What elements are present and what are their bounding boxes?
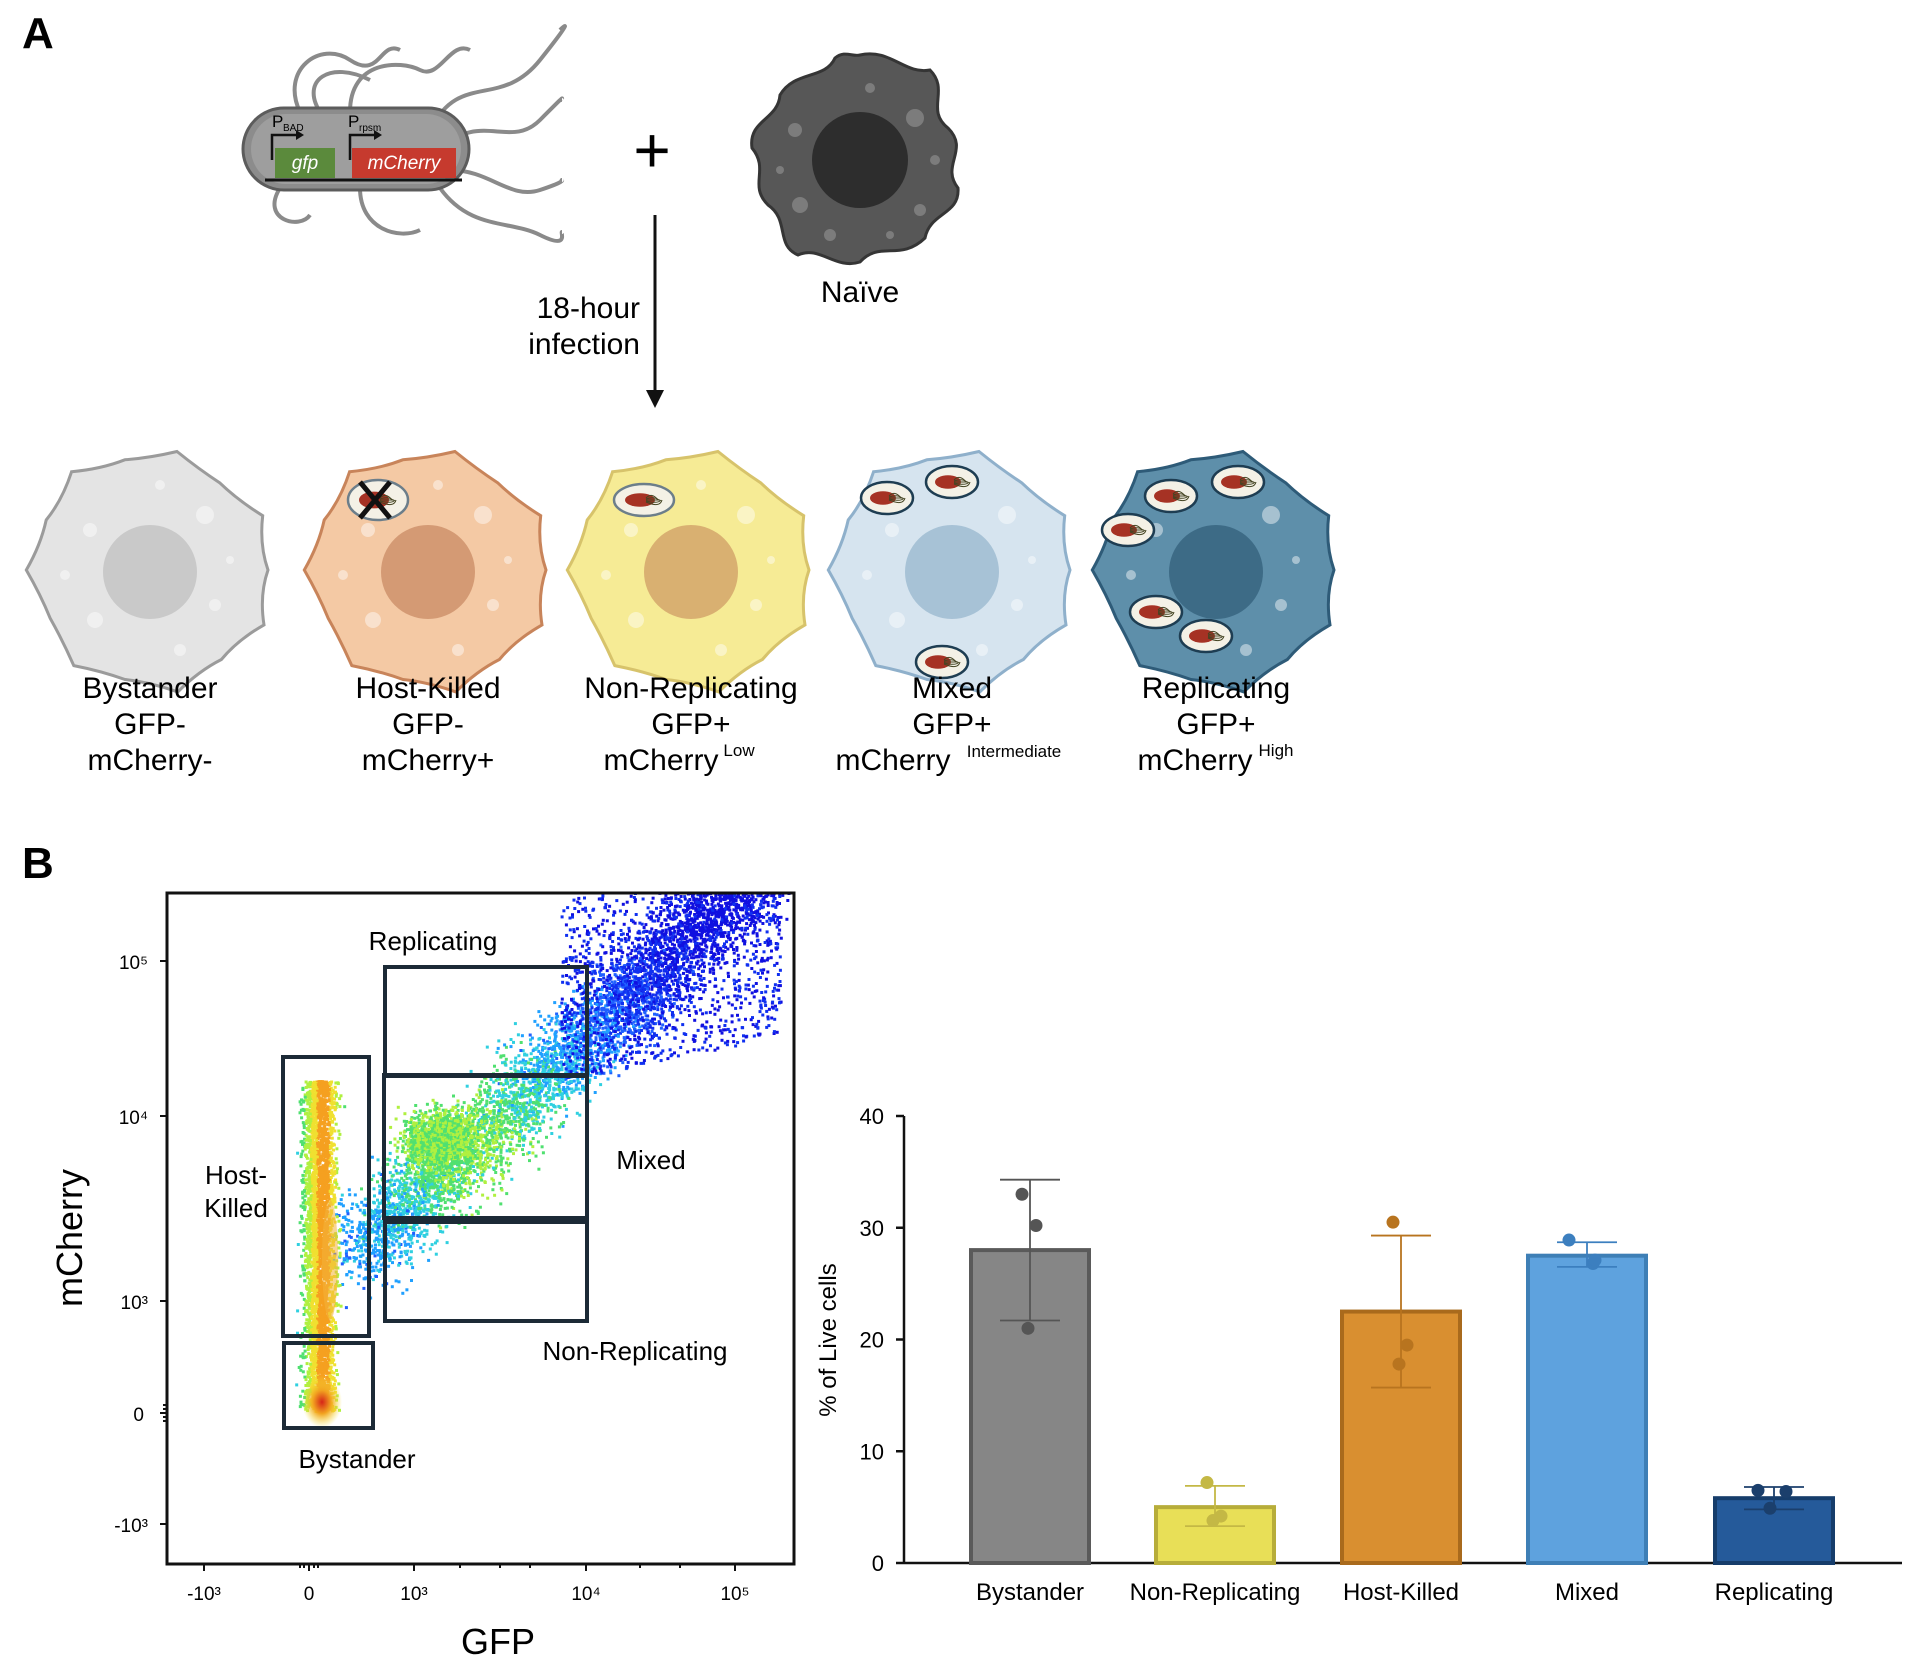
flow-x-axis-title: GFP [461,1621,535,1662]
flow-xtick-1e5: 10⁵ [720,1584,749,1605]
bar-category-label-mixed: Mixed [1555,1579,1619,1606]
flow-gates [281,965,589,1430]
datapoint-mixed [1562,1233,1576,1247]
infection-arrowhead [646,390,664,408]
flow-ytick-1e3: 10³ [121,1293,148,1314]
datapoint-replicating [1779,1484,1793,1498]
datapoint-host-killed [1400,1338,1414,1352]
bar-ytick-label: 10 [860,1439,884,1464]
naive-macrophage-icon [750,52,960,266]
bar-y-ticks: 0 10 20 30 40 [860,1104,904,1576]
mcherry-gene-label: mCherry [368,153,442,174]
datapoint-replicating [1751,1483,1765,1497]
datapoint-replicating [1763,1501,1777,1515]
gate-label-host-killed-line2: Killed [204,1193,268,1223]
bar-ytick-label: 30 [860,1216,884,1241]
gate-bystander [282,1341,375,1430]
flow-xtick-1e4: 10⁴ [571,1584,600,1605]
flow-cytometry-plot: Replicating Host- Killed Mixed Non-Repli… [49,891,796,1662]
mcherry-gene-box [352,148,456,178]
cell-label-mixed-sup: Intermediate [967,742,1062,761]
flow-xtick-neg1e3: -10³ [187,1584,221,1605]
gate-mixed [382,1073,589,1220]
gfp-gene-box [275,148,335,178]
bar-mixed [1526,1253,1648,1565]
cell-icon-mixed [826,449,1072,694]
gate-label-bystander: Bystander [298,1444,415,1474]
panel-a-label: A [22,9,54,58]
datapoint-bystander [1015,1187,1029,1201]
cell-label-mixed-name: Mixed [912,672,992,705]
gate-host-killed [281,1055,371,1338]
cell-label-replicating-sup: High [1259,741,1294,760]
bar-y-axis-title: % of Live cells [815,1263,842,1416]
bar-category-label-host-killed: Host-Killed [1343,1579,1459,1606]
cell-label-hostkilled-mcherry: mCherry+ [362,744,495,777]
flow-y-axis-ticks [160,960,167,1525]
flow-ytick-neg1e3: -10³ [114,1516,148,1537]
cell-label-hostkilled-gfp: GFP- [392,708,464,741]
cell-label-bystander-gfp: GFP- [114,708,186,741]
bar-ytick-label: 20 [860,1328,884,1353]
cell-icon-replicating [1090,449,1336,694]
promoter-rpsm-label: P [348,112,359,131]
datapoint-bystander [1029,1219,1043,1233]
bar-category-label-bystander: Bystander [976,1579,1084,1606]
flow-density-dots [295,893,791,1428]
plus-sign: + [633,114,670,186]
cell-label-replicating-name: Replicating [1142,672,1290,705]
flow-y-axis-title: mCherry [49,1169,90,1307]
arrow-label-line1: 18-hour [537,292,640,325]
gate-non-replicating [383,1220,589,1323]
promoter-rpsm-subscript: rpsm [359,123,381,134]
datapoint-mixed [1588,1253,1602,1267]
cell-label-nonreplicating-name: Non-Replicating [584,672,797,705]
gate-label-mixed: Mixed [616,1145,685,1175]
bar-ytick-label: 0 [872,1551,884,1576]
datapoint-bystander [1021,1321,1035,1335]
datapoint-host-killed [1392,1357,1406,1371]
cell-icon-non-replicating [565,449,811,694]
cell-label-nonreplicating-mcherry: mCherry [603,744,718,777]
cell-label-nonreplicating-gfp: GFP+ [651,708,730,741]
cell-label-mixed-mcherry: mCherry [835,744,950,777]
cell-label-replicating-gfp: GFP+ [1176,708,1255,741]
gfp-gene-label: gfp [292,153,318,174]
gate-label-replicating: Replicating [369,926,498,956]
flow-ytick-1e5: 10⁵ [119,953,148,974]
cell-label-bystander-mcherry: mCherry- [88,744,213,777]
flow-xtick-0: 0 [304,1584,315,1605]
flow-plot-frame [165,891,796,1566]
panel-b-label: B [22,839,54,888]
flow-ytick-0: 0 [133,1405,144,1426]
cell-label-replicating-mcherry: mCherry [1137,744,1252,777]
gate-label-non-replicating: Non-Replicating [543,1336,728,1366]
bar-chart: 0 10 20 30 40 Bystander Non-Replicating Host-K… [815,1104,1902,1606]
flow-x-axis-ticks [203,1564,736,1571]
promoter-bad-label: P [272,112,283,131]
datapoint-non-replicating [1206,1514,1220,1528]
cell-icon-host-killed [302,449,548,694]
datapoint-non-replicating [1200,1476,1214,1490]
cell-label-nonreplicating-sup: Low [723,741,755,760]
cell-phenotypes [24,449,1336,694]
bar-marks: Bystander Non-Replicating Host-Killed Mixed… [969,1178,1835,1606]
cell-label-bystander-name: Bystander [82,672,217,705]
bar-category-label-replicating: Replicating [1715,1579,1834,1606]
cell-label-hostkilled-name: Host-Killed [355,672,500,705]
cell-label-mixed-gfp: GFP+ [912,708,991,741]
flow-ytick-1e4: 10⁴ [119,1108,148,1129]
promoter-bad-subscript: BAD [283,123,304,134]
bar-category-label-non-replicating: Non-Replicating [1130,1579,1301,1606]
bar-ytick-label: 40 [860,1104,884,1129]
cell-labels: Bystander GFP- mCherry- Host-Killed GFP-… [82,672,1293,777]
arrow-label-line2: infection [528,328,640,361]
flow-xtick-1e3: 10³ [400,1584,427,1605]
cell-icon-bystander [24,449,270,694]
bacterium-illustration: P BAD P rpsm gfp mCherry [241,24,567,243]
gate-label-host-killed-line1: Host- [205,1160,267,1190]
datapoint-host-killed [1386,1215,1400,1229]
naive-label: Naïve [821,276,899,309]
